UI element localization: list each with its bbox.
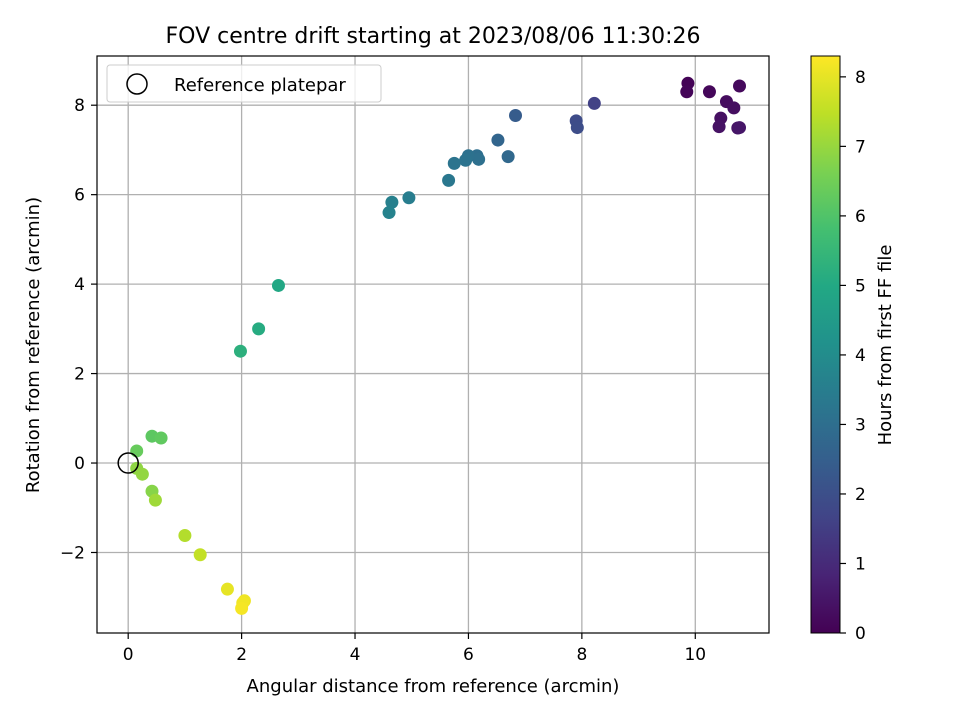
colorbar-tick-label: 5 (855, 276, 866, 296)
plot-frame (96, 55, 770, 634)
data-point (220, 582, 234, 596)
data-point (382, 206, 396, 220)
chart-title: FOV centre drift starting at 2023/08/06 … (166, 24, 701, 49)
colorbar-tick-label: 2 (855, 485, 866, 505)
data-point (680, 85, 694, 99)
y-tick-label: 6 (74, 186, 85, 206)
colorbar-tick-label: 8 (855, 68, 866, 88)
data-point (148, 493, 162, 507)
y-axis-ticks: −2 0 2 4 6 8 (60, 96, 97, 563)
data-point (587, 96, 601, 110)
data-point (733, 121, 747, 135)
colorbar-tick-label: 7 (855, 137, 866, 157)
x-tick-label: 6 (463, 645, 474, 665)
colorbar-tick-label: 3 (855, 415, 866, 435)
y-tick-label: 4 (74, 275, 85, 295)
grid (97, 56, 769, 633)
colorbar-tick-label: 0 (855, 624, 866, 644)
data-point (402, 191, 416, 205)
data-point (442, 173, 456, 187)
colorbar (810, 55, 841, 634)
x-tick-label: 2 (236, 645, 247, 665)
legend-box (106, 64, 382, 103)
y-tick-label: 2 (74, 365, 85, 385)
data-points (117, 76, 747, 615)
data-point (702, 85, 716, 99)
data-point (733, 79, 747, 93)
legend: Reference platepar (106, 64, 382, 103)
x-axis-label: Angular distance from reference (arcmin) (247, 676, 620, 697)
data-point (727, 101, 741, 115)
data-point (570, 121, 584, 135)
data-point (712, 120, 726, 134)
data-point (501, 150, 515, 164)
data-point (235, 601, 249, 615)
data-point (271, 278, 285, 292)
data-point (154, 431, 168, 445)
y-tick-label: 8 (74, 96, 85, 116)
y-tick-label: 0 (74, 454, 85, 474)
reference-platepar-marker (117, 452, 139, 474)
colorbar-tick-label: 4 (855, 346, 866, 366)
legend-marker (126, 73, 148, 95)
x-axis-ticks: 0 2 4 6 8 10 (123, 633, 706, 665)
colorbar-ticks: 0 1 2 3 4 5 6 7 8 (840, 68, 866, 644)
x-tick-label: 8 (576, 645, 587, 665)
data-point (193, 548, 207, 562)
data-point (233, 344, 247, 358)
data-point (509, 108, 523, 122)
colorbar-label: Hours from first FF file (875, 245, 896, 446)
data-point (447, 156, 461, 170)
data-point (130, 444, 144, 458)
x-tick-label: 0 (123, 645, 134, 665)
colorbar-tick-label: 6 (855, 207, 866, 227)
data-point (252, 322, 266, 336)
legend-label: Reference platepar (174, 75, 346, 96)
x-tick-label: 10 (684, 645, 706, 665)
data-point (491, 133, 505, 147)
data-point (135, 467, 149, 481)
x-tick-label: 4 (350, 645, 361, 665)
y-tick-label: −2 (60, 543, 85, 563)
data-point (385, 195, 399, 209)
data-point (472, 152, 486, 166)
data-point (459, 153, 473, 167)
y-axis-label: Rotation from reference (arcmin) (23, 197, 44, 493)
data-point (178, 528, 192, 542)
colorbar-tick-label: 1 (855, 554, 866, 574)
